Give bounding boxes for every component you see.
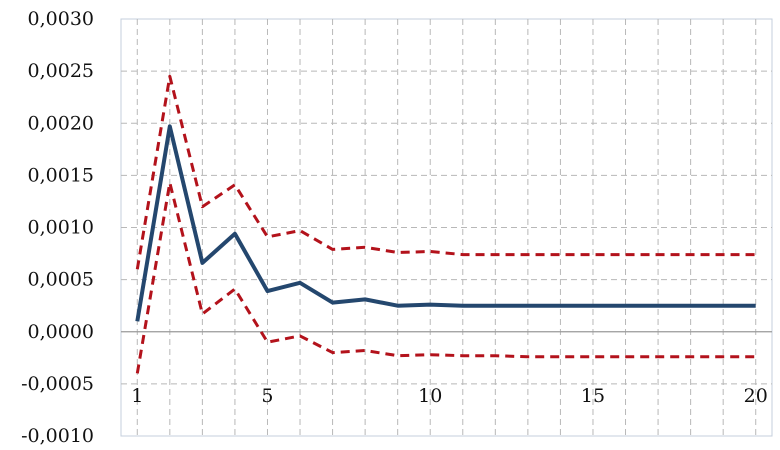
x-tick-label: 5	[261, 385, 273, 407]
series	[135, 74, 756, 374]
y-tick-label: -0,0005	[21, 373, 94, 395]
y-tick-label: 0,0015	[28, 164, 94, 186]
y-tick-label: -0,0010	[21, 425, 94, 447]
grid	[120, 18, 773, 437]
y-tick-label: 0,0005	[28, 269, 94, 291]
response-line	[135, 124, 756, 322]
y-tick-label: 0,0025	[28, 60, 94, 82]
y-tick-label: 0,0030	[28, 8, 94, 30]
x-tick-label: 20	[744, 385, 768, 407]
confidence-band-line	[135, 74, 756, 270]
x-tick-label: 1	[131, 385, 143, 407]
x-tick-label: 15	[581, 385, 605, 407]
y-tick-label: 0,0010	[28, 217, 94, 239]
x-tick-label: 10	[418, 385, 442, 407]
tick-labels: -0,0010 -0,0005 0,0000 0,0005 0,0010 0,0015 0,…	[21, 8, 768, 447]
y-tick-label: 0,0000	[28, 321, 94, 343]
y-tick-label: 0,0020	[28, 112, 94, 134]
confidence-band-line	[135, 181, 756, 374]
